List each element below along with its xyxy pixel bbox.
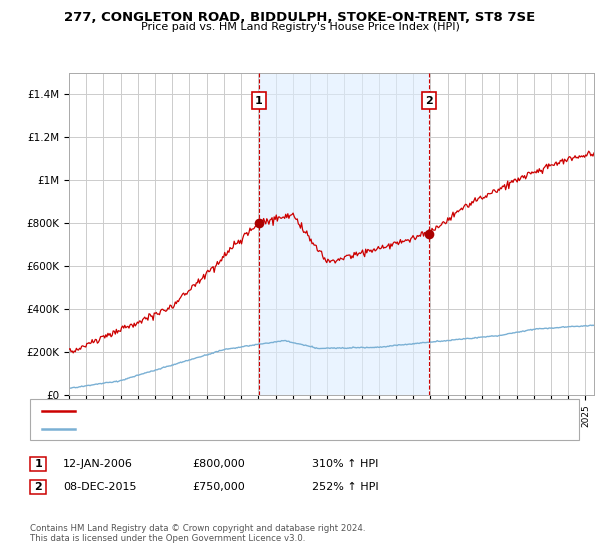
Text: £800,000: £800,000: [192, 459, 245, 469]
Text: 252% ↑ HPI: 252% ↑ HPI: [312, 482, 379, 492]
Text: 277, CONGLETON ROAD, BIDDULPH, STOKE-ON-TRENT, ST8 7SE (detached house): 277, CONGLETON ROAD, BIDDULPH, STOKE-ON-…: [81, 405, 484, 416]
Text: 08-DEC-2015: 08-DEC-2015: [63, 482, 137, 492]
Text: 1: 1: [255, 96, 263, 106]
Text: £750,000: £750,000: [192, 482, 245, 492]
Text: 2: 2: [34, 482, 42, 492]
Text: 277, CONGLETON ROAD, BIDDULPH, STOKE-ON-TRENT, ST8 7SE: 277, CONGLETON ROAD, BIDDULPH, STOKE-ON-…: [64, 11, 536, 24]
Text: Contains HM Land Registry data © Crown copyright and database right 2024.
This d: Contains HM Land Registry data © Crown c…: [30, 524, 365, 543]
Text: HPI: Average price, detached house, Staffordshire Moorlands: HPI: Average price, detached house, Staf…: [81, 424, 378, 434]
Bar: [259, 73, 429, 395]
Text: 12-JAN-2006: 12-JAN-2006: [63, 459, 133, 469]
Text: 310% ↑ HPI: 310% ↑ HPI: [312, 459, 379, 469]
Text: 2: 2: [425, 96, 433, 106]
Text: 1: 1: [34, 459, 42, 469]
Text: Price paid vs. HM Land Registry's House Price Index (HPI): Price paid vs. HM Land Registry's House …: [140, 22, 460, 32]
